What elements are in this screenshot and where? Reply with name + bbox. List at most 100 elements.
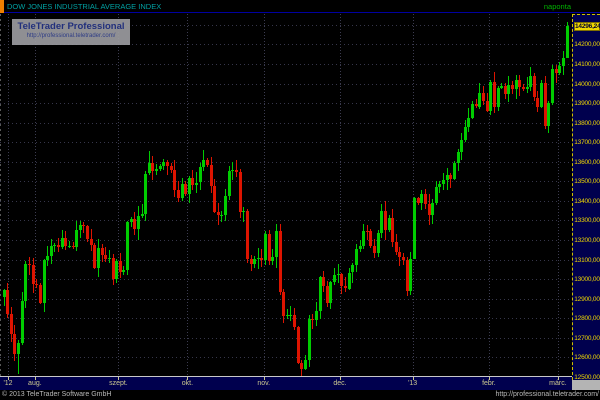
- candle-body: [151, 163, 155, 171]
- candle-body: [17, 342, 20, 354]
- candle-body: [180, 184, 184, 199]
- candle-wick: [243, 207, 245, 223]
- candle-wick: [83, 221, 85, 233]
- candle-body: [100, 248, 104, 255]
- candle-body: [420, 194, 424, 203]
- h-gridline: [0, 63, 572, 65]
- y-axis-label: 13900,00: [574, 100, 600, 107]
- candle-wick: [286, 308, 288, 319]
- candle-wick: [196, 172, 197, 193]
- x-axis-tick: [488, 377, 490, 380]
- candle-wick: [359, 239, 361, 253]
- candle-body: [423, 194, 427, 204]
- candle-body: [238, 171, 242, 212]
- instrument-accent-marker: [0, 0, 4, 13]
- candle-body: [492, 81, 496, 107]
- candle-body: [2, 290, 6, 298]
- x-axis-label: márc.: [549, 380, 567, 387]
- candlestick-plot-area[interactable]: [0, 14, 572, 383]
- candle-wick: [232, 162, 234, 181]
- candle-wick: [526, 77, 528, 94]
- y-axis-label: 13100,00: [574, 256, 600, 264]
- candle-wick: [475, 99, 477, 109]
- candle-wick: [366, 224, 368, 241]
- candle-body: [278, 231, 282, 293]
- y-axis-label: 14200,00: [574, 41, 600, 49]
- candle-wick: [312, 314, 314, 330]
- h-gridline: [0, 122, 572, 124]
- candle-body: [336, 274, 340, 276]
- x-axis-label: szept.: [109, 380, 128, 387]
- candle-body: [205, 159, 209, 165]
- candle-wick: [344, 277, 346, 292]
- time-axis[interactable]: '12 aug. szept. okt. nov. dec. '13 febr. márc.: [0, 377, 572, 390]
- candle-body: [474, 103, 478, 107]
- v-gridline: [557, 14, 559, 376]
- price-axis[interactable]: 12500,00 12600,00 12700,00 12800,00 12900,00…: [572, 14, 600, 381]
- candle-body: [449, 174, 453, 180]
- candle-body: [529, 76, 533, 87]
- candle-body: [536, 97, 540, 107]
- candle-body: [191, 178, 195, 185]
- candle-body: [362, 230, 366, 247]
- candle-body: [351, 264, 355, 273]
- plot-bottom-separator: [0, 376, 572, 377]
- x-axis-tick: [412, 377, 414, 380]
- candle-body: [482, 92, 485, 102]
- candle-wick: [28, 257, 30, 275]
- candle-body: [373, 245, 376, 253]
- candle-body: [402, 256, 405, 261]
- y-axis-label: 12600,00: [574, 354, 600, 362]
- v-gridline: [412, 14, 414, 376]
- h-gridline: [0, 337, 572, 339]
- candle-body: [133, 219, 137, 230]
- candle-body: [71, 245, 75, 247]
- y-axis-label: 12700,00: [574, 334, 600, 342]
- candle-body: [471, 103, 475, 118]
- candle-body: [543, 83, 547, 126]
- plot-left-border: [0, 14, 1, 376]
- candle-wick: [352, 263, 354, 283]
- y-axis-label: 12900,00: [574, 295, 600, 303]
- candle-body: [31, 264, 35, 284]
- candle-body: [195, 182, 198, 185]
- candle-body: [227, 171, 231, 197]
- candle-body: [20, 301, 24, 343]
- candle-body: [158, 166, 162, 169]
- candle-body: [333, 274, 336, 282]
- candle-body: [289, 315, 293, 317]
- period-label[interactable]: naponta: [543, 2, 571, 11]
- h-gridline: [0, 24, 572, 26]
- candle-body: [267, 233, 271, 261]
- candle-wick: [105, 246, 107, 263]
- candle-body: [525, 87, 529, 89]
- candle-wick: [236, 160, 237, 178]
- x-axis-label: '13: [408, 380, 418, 387]
- candle-body: [60, 238, 64, 247]
- candle-wick: [68, 240, 70, 248]
- candle-body: [173, 169, 177, 190]
- candle-body: [264, 233, 267, 261]
- candle-body: [9, 313, 13, 334]
- candle-body: [224, 196, 228, 215]
- candle-body: [249, 259, 253, 264]
- candle-body: [365, 230, 369, 232]
- candle-body: [67, 245, 71, 247]
- candle-body: [463, 126, 467, 140]
- v-gridline: [187, 14, 189, 376]
- candle-body: [96, 248, 100, 268]
- v-gridline: [8, 14, 9, 376]
- x-axis-tick: [263, 377, 265, 380]
- x-axis-label: febr.: [482, 380, 496, 387]
- candle-body: [558, 65, 562, 73]
- candle-body: [118, 261, 122, 273]
- candle-body: [198, 166, 202, 183]
- candle-body: [231, 170, 235, 172]
- candle-body: [93, 245, 97, 268]
- candle-body: [89, 239, 93, 246]
- candle-body: [35, 283, 39, 285]
- status-footer: © 2013 TeleTrader Software GmbH http://p…: [0, 390, 600, 400]
- candle-body: [111, 258, 115, 279]
- candle-body: [304, 359, 307, 369]
- x-axis-label: dec.: [333, 380, 347, 387]
